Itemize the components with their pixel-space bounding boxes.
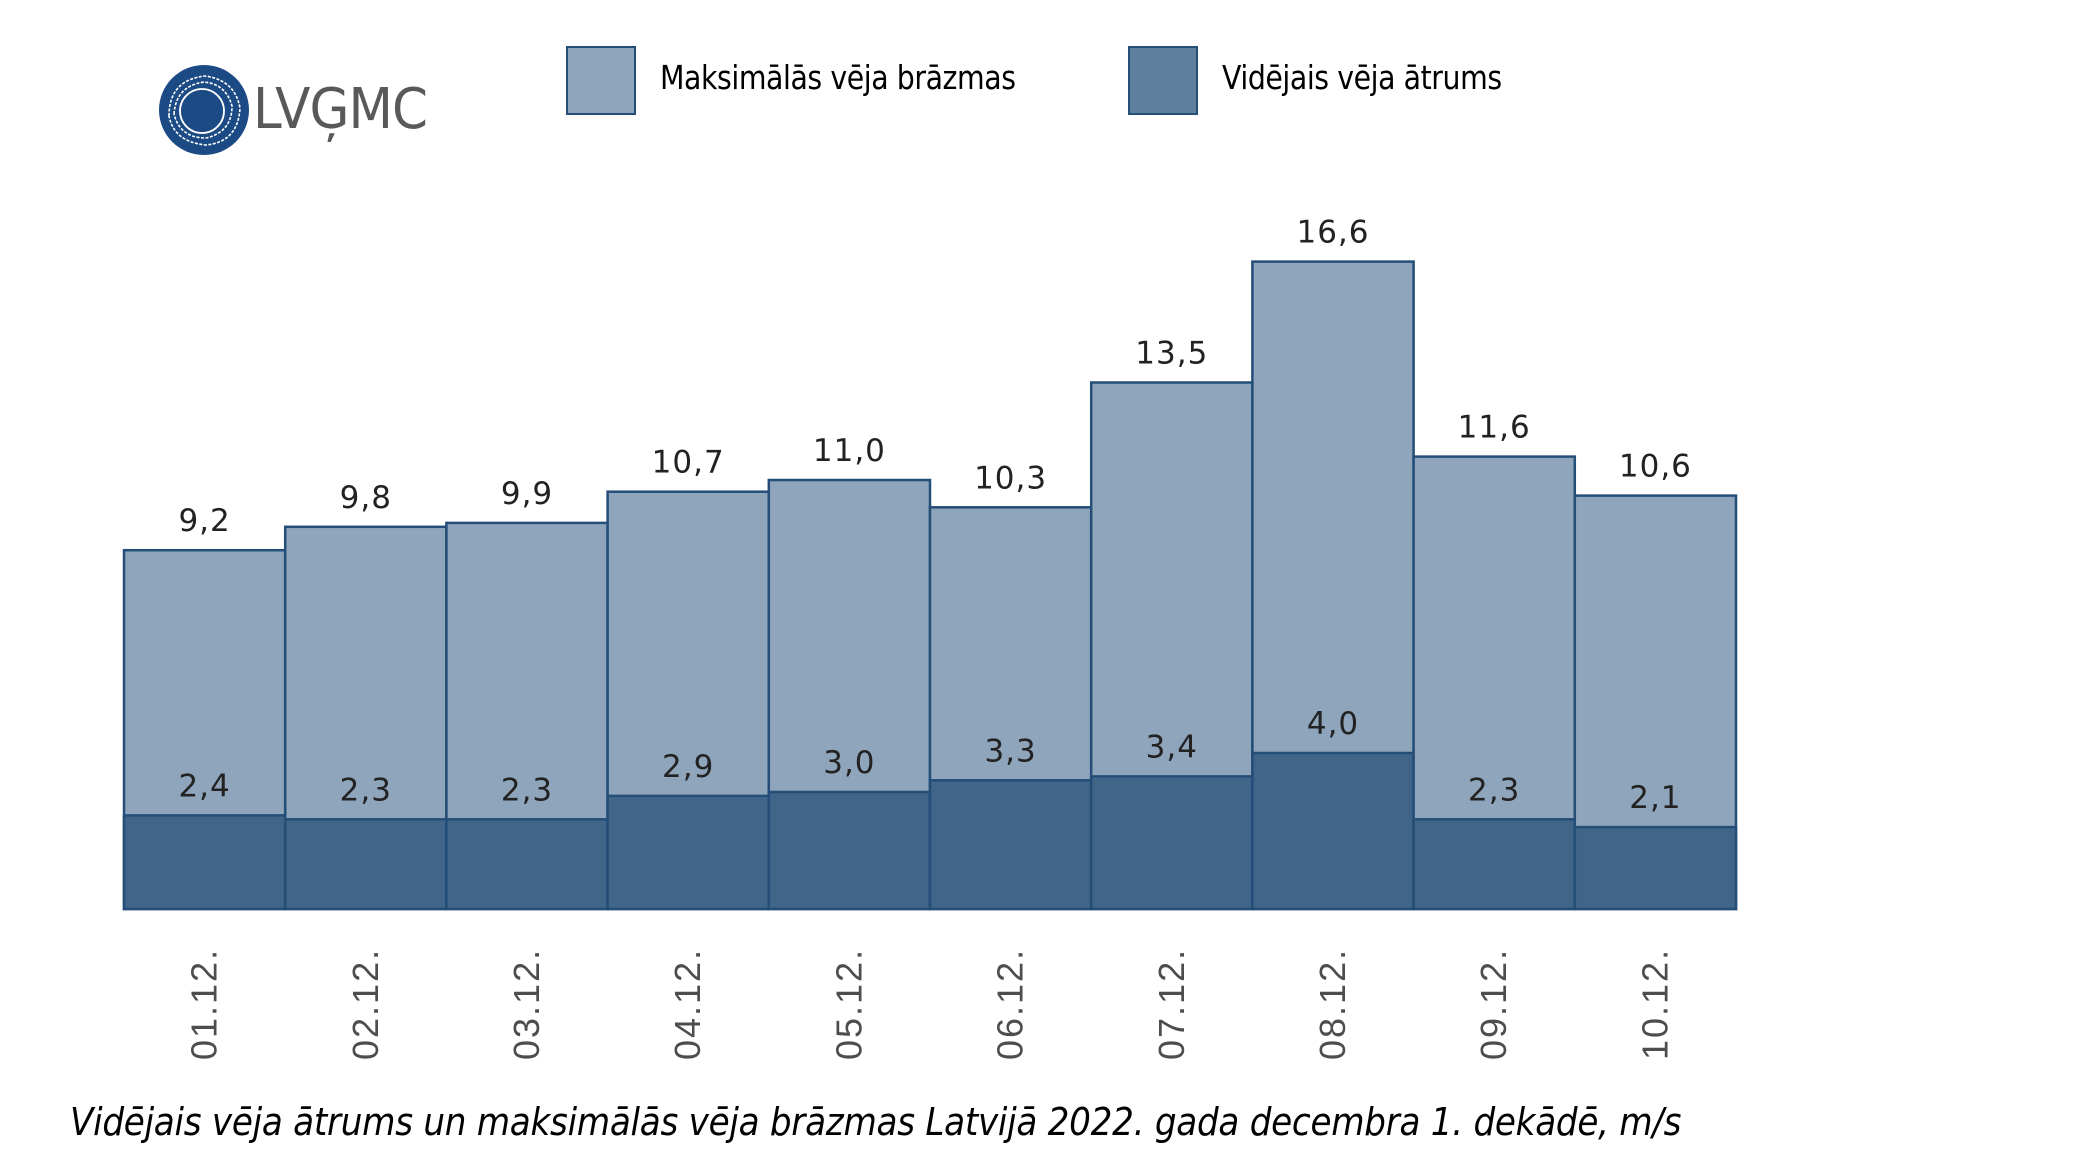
value-label-avg-speed: 2,3	[1468, 772, 1520, 808]
value-label-avg-speed: 2,4	[178, 768, 230, 804]
x-axis-label: 08.12.	[1312, 948, 1353, 1060]
x-axis-label: 02.12.	[345, 948, 386, 1060]
x-axis-label: 01.12.	[184, 948, 225, 1060]
value-label-avg-speed: 3,3	[984, 733, 1036, 769]
bar-avg-speed	[122, 814, 287, 911]
bar-avg-speed	[928, 779, 1093, 911]
value-label-avg-speed: 2,1	[1629, 780, 1681, 816]
x-axis-label: 10.12.	[1634, 948, 1675, 1060]
x-axis-label: 03.12.	[506, 948, 547, 1060]
bar-avg-speed	[445, 818, 609, 911]
bar-avg-speed	[283, 818, 448, 911]
logo-text: LVĢMC	[253, 77, 428, 142]
x-axis-label: 07.12.	[1151, 948, 1192, 1060]
legend-label-max-gusts: Maksimālās vēja brāzmas	[660, 58, 1016, 97]
value-label-avg-speed: 3,4	[1146, 729, 1198, 765]
value-label-max-gusts: 16,6	[1296, 215, 1369, 251]
value-label-max-gusts: 11,0	[813, 433, 886, 469]
value-label-avg-speed: 2,9	[662, 749, 714, 785]
value-label-avg-speed: 4,0	[1307, 706, 1359, 742]
legend-swatch-max-gusts	[566, 46, 636, 115]
value-label-max-gusts: 9,9	[501, 476, 553, 512]
legend-label-avg-speed: Vidējais vēja ātrums	[1222, 58, 1502, 97]
value-label-max-gusts: 10,6	[1619, 449, 1692, 485]
x-axis-label: 04.12.	[667, 948, 708, 1060]
value-label-max-gusts: 10,3	[974, 460, 1047, 496]
value-label-max-gusts: 11,6	[1458, 410, 1531, 446]
x-axis-label: 06.12.	[990, 948, 1031, 1060]
value-label-max-gusts: 10,7	[652, 445, 725, 481]
value-label-avg-speed: 2,3	[340, 772, 392, 808]
bar-avg-speed	[1251, 751, 1415, 911]
bar-avg-speed	[1573, 825, 1738, 911]
bar-avg-speed	[606, 794, 771, 911]
value-label-max-gusts: 9,2	[178, 503, 230, 539]
value-label-avg-speed: 2,3	[501, 772, 553, 808]
lvgmc-logo: LVĢMC	[158, 64, 478, 156]
value-label-avg-speed: 3,0	[823, 745, 875, 781]
logo-emblem-icon	[159, 65, 249, 155]
value-label-max-gusts: 13,5	[1135, 336, 1208, 372]
chart-legend: Maksimālās vēja brāzmas Vidējais vēja āt…	[566, 46, 1666, 116]
value-label-max-gusts: 9,8	[340, 480, 392, 516]
x-axis-label: 09.12.	[1473, 948, 1514, 1060]
bar-avg-speed	[767, 790, 932, 911]
legend-swatch-avg-speed	[1128, 46, 1198, 115]
x-axis-label: 05.12.	[828, 948, 869, 1060]
chart-caption: Vidējais vēja ātrums un maksimālās vēja …	[70, 1100, 1682, 1144]
bar-avg-speed	[1412, 818, 1577, 911]
bar-avg-speed	[1089, 775, 1254, 911]
